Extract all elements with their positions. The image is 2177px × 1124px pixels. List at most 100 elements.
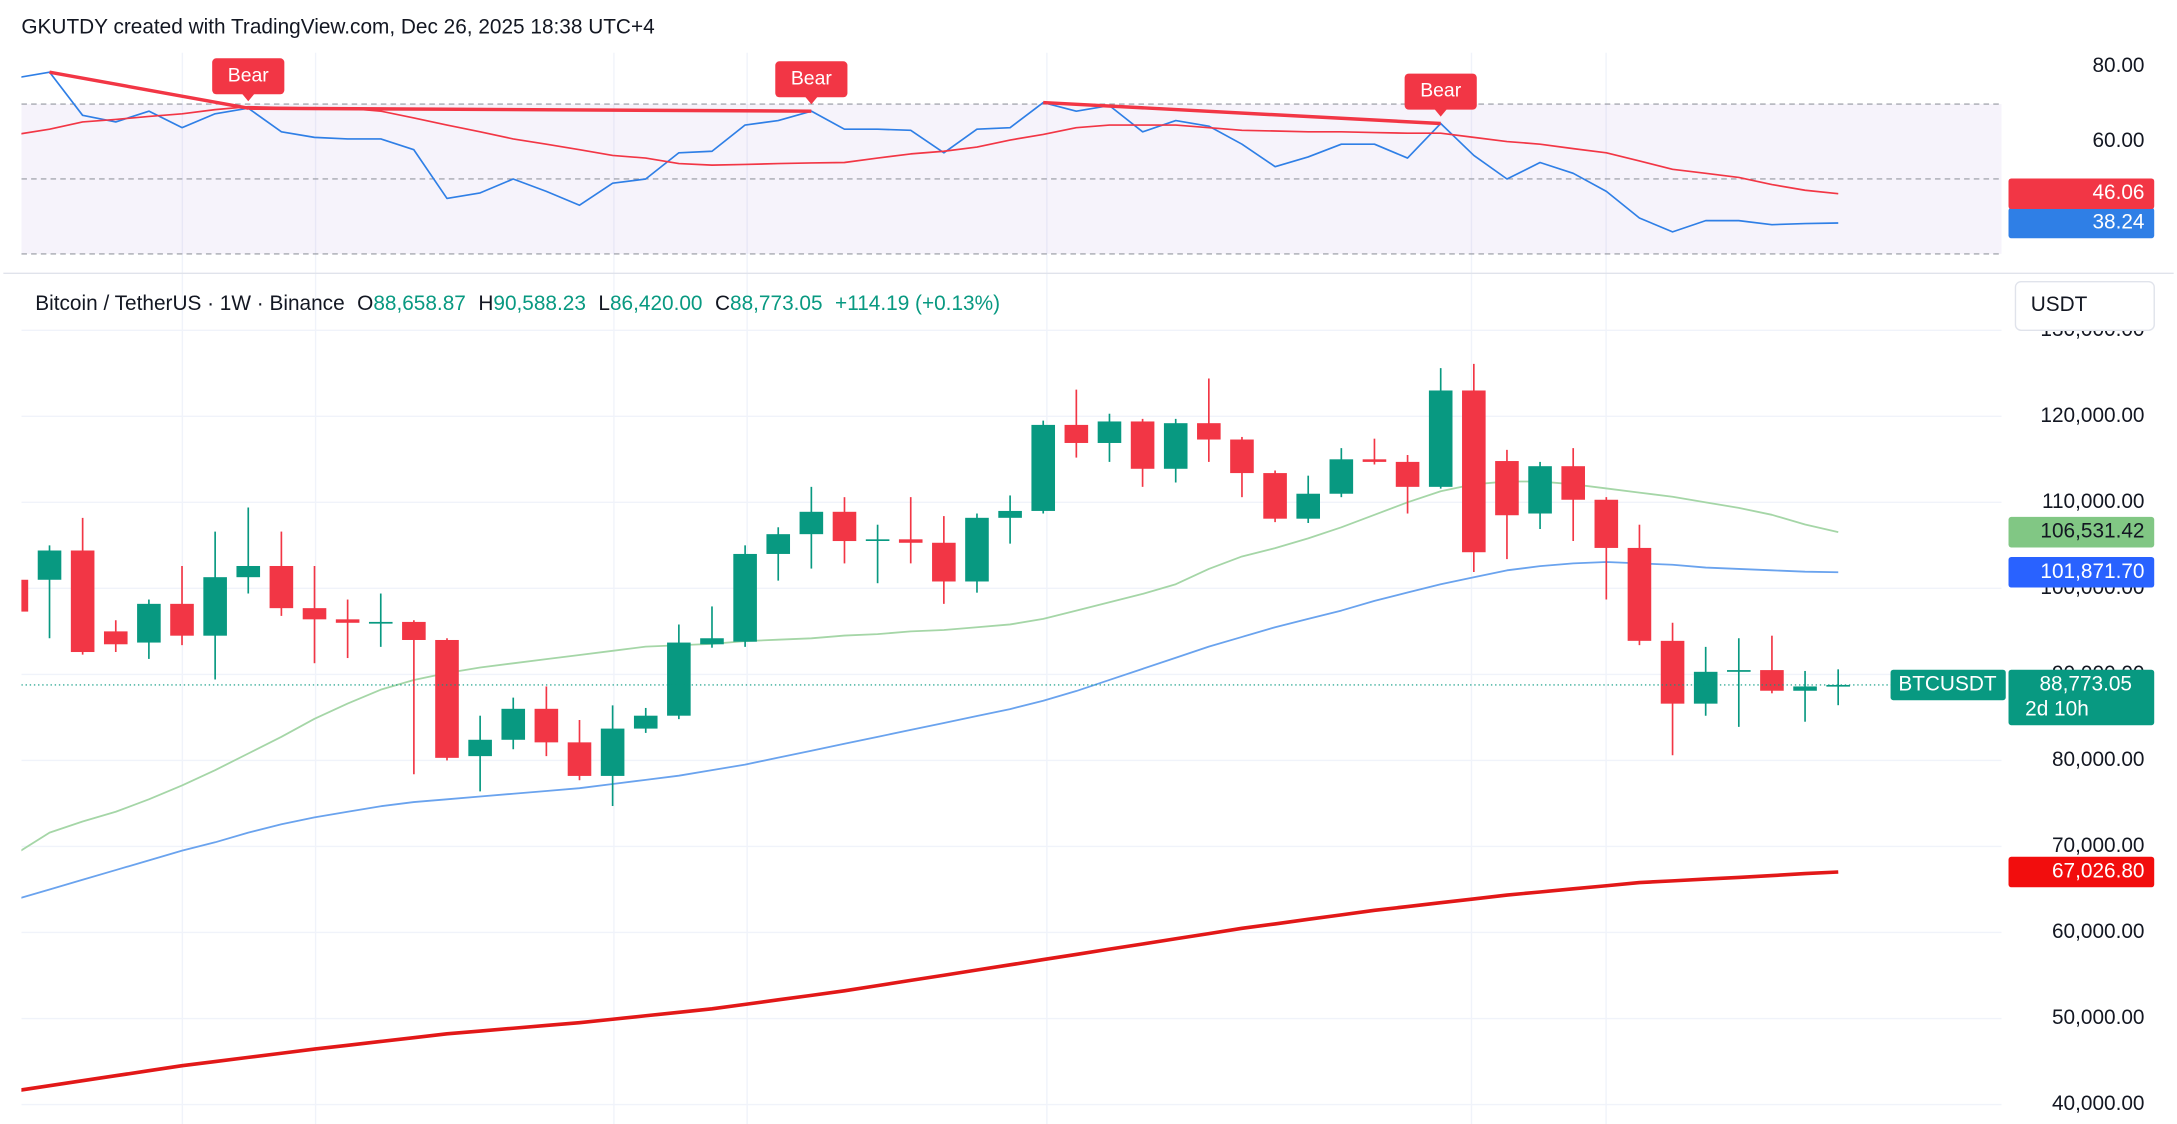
candle-body [1528,466,1552,514]
candle-body [103,631,128,645]
candle-body [1627,547,1652,641]
bear-label-bg [775,61,848,98]
candle-body [534,708,559,743]
candle-body [137,603,161,643]
divergence-line [1043,100,1441,126]
rsi-band [21,104,2002,254]
change: +114.19 (+0.13%) [835,291,1000,314]
y-tick-label: 70,000.00 [2052,834,2145,857]
candle-body [1660,640,1685,704]
y-tick-label: 80.00 [2092,54,2144,77]
y-tick-label: 40,000.00 [2052,1092,2145,1115]
candle-body [435,639,459,758]
candle-body [700,638,724,645]
ma-value-badge-bg [2008,516,2155,548]
candle-body [170,603,194,636]
ma-value-badge-bg [2008,556,2155,588]
bear-label-pointer [804,95,819,105]
candle-body [799,511,824,535]
candle-body [1793,686,1817,691]
candle-body [1130,421,1155,469]
bear-label-pointer [241,92,256,102]
candle-body [21,579,29,612]
candle-body [1760,670,1784,691]
ohlc-value: 88,658.87 [373,291,466,314]
candle-body [1826,684,1850,687]
countdown: 2d 10h [2025,697,2089,720]
candle-body [832,511,857,542]
candle-body [203,577,227,636]
ma-value-badge: 101,871.70 [2040,560,2144,583]
bear-label-bg [1404,73,1477,110]
candle-body [633,715,658,729]
ohlc-key: O [357,291,373,314]
legend: Bitcoin / TetherUS · 1W · Binance O88,658… [35,291,1000,314]
candle-body [1362,459,1387,462]
rsi-value-badge: 46.06 [2092,181,2144,204]
candle-body [37,550,62,580]
candle-body [1462,390,1486,553]
divergence-line [248,106,812,113]
candle-body [1329,459,1354,494]
line [21,71,1839,233]
candle-body [567,742,592,776]
candle-body [1197,423,1221,440]
candle-body [1727,670,1751,672]
ma-value-badge-bg [2008,856,2155,888]
y-tick-label: 120,000.00 [2040,404,2144,427]
y-tick-label: 110,000.00 [2042,490,2145,513]
divergence-line [49,70,249,110]
candle-body [600,728,625,776]
candle-body [368,621,393,624]
candle-body [1495,461,1519,516]
currency-box[interactable] [2014,281,2155,331]
candle-body [1263,473,1287,519]
y-tick-label: 60,000.00 [2052,920,2145,943]
badges: 38.24 46.06 106,531.42 101,871.70 67,026.80 8… [1890,178,2155,888]
candle-body [1594,499,1619,548]
candle-body [468,739,492,757]
candle-body [236,565,261,578]
ohlc-value: 88,773.05 [730,291,823,314]
candle-body [302,608,327,620]
symbol-badge-bg [1890,669,2006,701]
ma-value-badge: 67,026.80 [2052,860,2145,883]
candle-body [766,534,791,554]
y-tick-label: 60.00 [2092,129,2144,152]
candle-body [1163,423,1188,469]
ma-value-badge: 106,531.42 [2040,520,2144,543]
rsi-value-badge-bg [2008,207,2155,239]
line [21,870,1839,1092]
ohlc-key: L [598,291,610,314]
y-tick-label: 50,000.00 [2052,1006,2145,1029]
candle-body [898,539,923,543]
line [21,561,1839,899]
price-badge: 88,773.05 [2039,672,2132,695]
candle-body [335,619,360,623]
candle-body [1561,466,1585,500]
candle-body [1296,493,1321,519]
candle-body [1097,421,1122,443]
currency[interactable]: USDT [2031,293,2088,316]
bear-label: Bear [228,64,270,86]
symbol: Bitcoin / TetherUS · 1W · Binance [35,291,344,314]
candle-body [1031,424,1056,511]
candle-body [1230,439,1254,474]
ohlc-value: 86,420.00 [610,291,703,314]
candle-body [1693,671,1718,704]
bear-label: Bear [1420,80,1462,102]
header: GKUTDY created with TradingView.com, Dec… [21,15,654,38]
candle-body [269,565,294,609]
rsi-value-badge: 38.24 [2092,211,2144,234]
bear-label-bg [212,58,285,95]
price-badge-bg [2008,669,2155,726]
symbol-badge: BTCUSDT [1898,672,1997,695]
ohlc-value: 90,588.23 [493,291,586,314]
ohlc-key: H [478,291,493,314]
background [3,0,2174,1124]
candle-body [865,539,890,541]
candle-body [1395,461,1420,487]
candle-body [501,708,526,740]
candle-body [998,510,1022,518]
